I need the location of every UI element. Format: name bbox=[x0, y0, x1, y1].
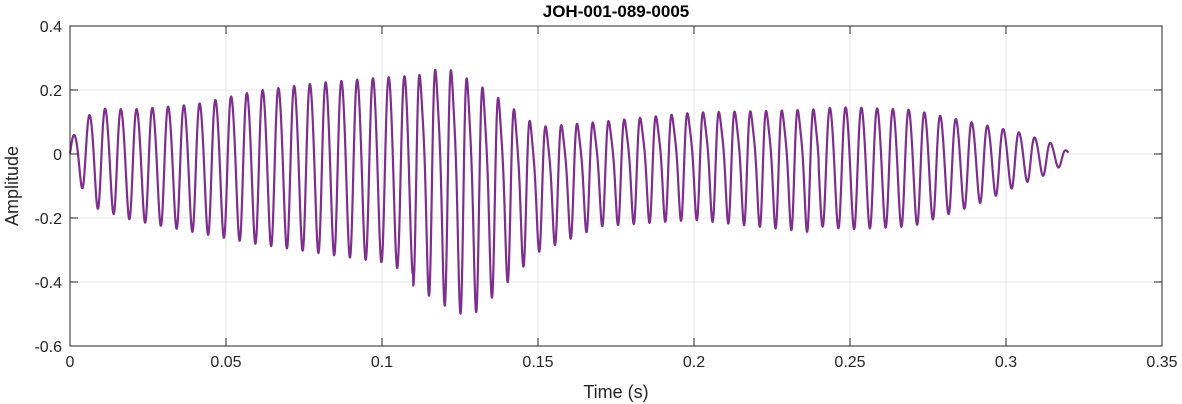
x-tick-label: 0.1 bbox=[371, 354, 393, 371]
y-tick-label: 0.4 bbox=[40, 19, 62, 36]
y-tick-label: 0 bbox=[53, 147, 62, 164]
x-tick-label: 0.35 bbox=[1146, 354, 1177, 371]
tick-marks bbox=[69, 25, 1163, 347]
x-tick-label: 0.3 bbox=[995, 354, 1017, 371]
y-tick-label: -0.2 bbox=[34, 211, 62, 228]
x-tick-label: 0.25 bbox=[834, 354, 865, 371]
x-tick-label: 0 bbox=[66, 354, 75, 371]
x-tick-label: 0.2 bbox=[683, 354, 705, 371]
x-axis-label: Time (s) bbox=[583, 382, 648, 402]
axes-box bbox=[69, 25, 1163, 347]
y-tick-label: 0.2 bbox=[40, 83, 62, 100]
series-group bbox=[68, 68, 1070, 315]
chart-title: JOH-001-089-0005 bbox=[543, 2, 689, 21]
y-axis-label: Amplitude bbox=[2, 146, 22, 226]
y-tick-label: -0.4 bbox=[34, 275, 62, 292]
y-tick-label: -0.6 bbox=[34, 339, 62, 356]
x-tick-label: 0.05 bbox=[210, 354, 241, 371]
x-tick-label: 0.15 bbox=[522, 354, 553, 371]
y-tick-labels: -0.6 -0.4 -0.2 0 0.2 0.4 bbox=[34, 19, 62, 356]
amplitude-line bbox=[68, 68, 1070, 315]
x-tick-labels: 0 0.05 0.1 0.15 0.2 0.25 0.3 0.35 bbox=[66, 354, 1178, 371]
